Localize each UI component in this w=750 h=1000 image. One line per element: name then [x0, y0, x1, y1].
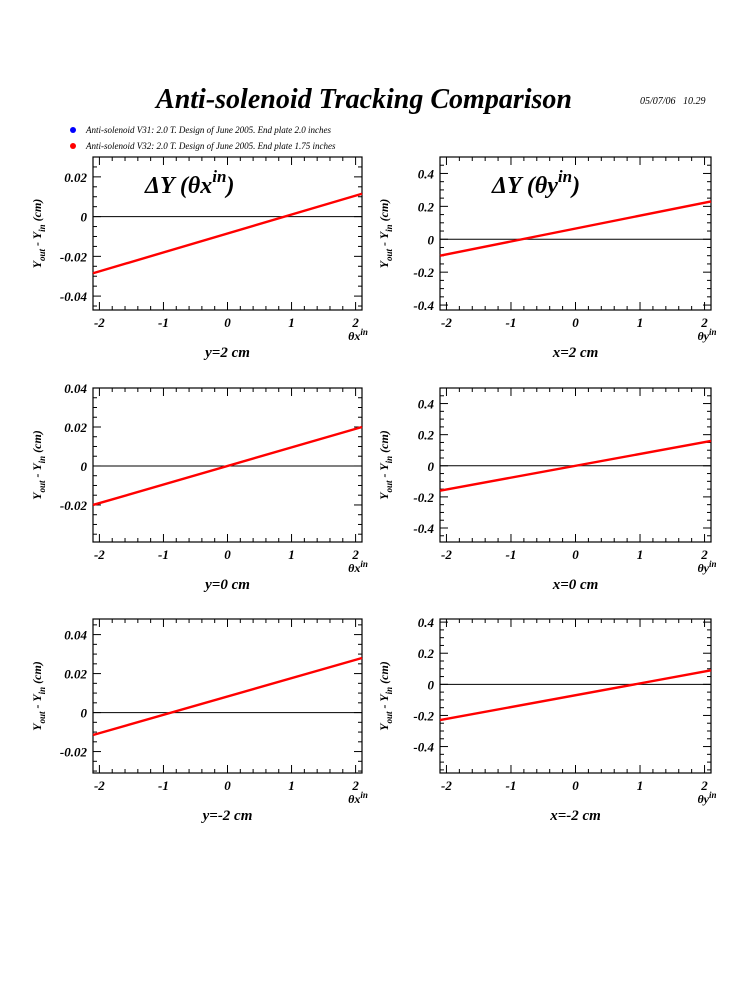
x-tick-label: -2: [94, 547, 105, 562]
y-tick-label: 0.4: [418, 397, 435, 412]
legend-label-v32: Anti-solenoid V32: 2.0 T. Design of June…: [86, 141, 336, 151]
y-axis-label: Yout - Yin (cm): [30, 430, 47, 500]
x-tick-label: -1: [506, 315, 517, 330]
panel-caption: x=0 cm: [552, 577, 599, 593]
y-tick-label: -0.4: [413, 521, 434, 536]
y-tick-label: 0: [81, 459, 88, 474]
x-tick-label: 0: [224, 315, 231, 330]
y-tick-label: 0.4: [418, 166, 435, 181]
panel-caption: y=2 cm: [203, 345, 250, 361]
x-tick-label: 2: [700, 547, 708, 562]
legend-marker-blue: [70, 127, 76, 133]
panel-title: ΔY (θyin): [491, 167, 580, 199]
x-tick-label: 0: [572, 315, 579, 330]
y-axis-label: Yout - Yin (cm): [377, 661, 394, 731]
chart-panel: -2 -1 0 1 2 0.02 0 -0.02 -0.04 θxin Yout - Yin (cm…: [30, 156, 368, 361]
y-axis-label: Yout - Yin (cm): [377, 430, 394, 500]
x-tick-label: 1: [288, 778, 295, 793]
x-tick-label: 0: [572, 547, 579, 562]
y-tick-label: 0.2: [418, 646, 435, 661]
y-axis-label: Yout - Yin (cm): [377, 199, 394, 269]
x-tick-label: 1: [288, 547, 295, 562]
timestamp: 05/07/06 10.29: [640, 96, 706, 107]
legend-item-v31: Anti-solenoid V31: 2.0 T. Design of June…: [70, 122, 336, 138]
y-tick-label: -0.4: [413, 740, 434, 755]
y-tick-label: 0.02: [64, 667, 87, 682]
series-line: [92, 192, 363, 275]
x-tick-label: 1: [637, 778, 644, 793]
y-tick-label: 0: [428, 232, 435, 247]
x-tick-label: -2: [441, 547, 452, 562]
x-tick-label: 2: [700, 315, 708, 330]
legend: Anti-solenoid V31: 2.0 T. Design of June…: [70, 122, 336, 154]
legend-label-v31: Anti-solenoid V31: 2.0 T. Design of June…: [86, 125, 332, 135]
x-tick-label: 2: [351, 778, 359, 793]
y-tick-label: -0.2: [413, 490, 434, 505]
series-line: [439, 439, 712, 492]
y-tick-label: 0: [428, 459, 435, 474]
chart-panel: -2 -1 0 1 2 0.4 0.2 0 -0.2 -0.4 θyin Yout - Yin (cm…: [377, 615, 717, 824]
series-line: [439, 669, 712, 722]
x-tick-label: 2: [351, 315, 359, 330]
y-tick-label: -0.2: [413, 265, 434, 280]
chart-panel: -2 -1 0 1 2 0.4 0.2 0 -0.2 -0.4 θyin Yout - Yin (cm…: [377, 156, 717, 361]
panel-caption: y=0 cm: [203, 577, 250, 593]
y-tick-label: 0: [428, 677, 435, 692]
panel-caption: x=2 cm: [552, 345, 599, 361]
y-tick-label: 0.04: [64, 628, 87, 643]
x-tick-label: 0: [224, 547, 231, 562]
y-tick-label: -0.4: [413, 298, 434, 313]
y-tick-label: 0.02: [64, 420, 87, 435]
page-title: Anti-solenoid Tracking Comparison: [156, 84, 572, 115]
x-axis-label: θxin: [348, 790, 368, 806]
series-line: [439, 200, 712, 257]
x-axis-label: θxin: [348, 327, 368, 343]
y-axis-label: Yout - Yin (cm): [30, 199, 47, 269]
series-line: [92, 656, 363, 737]
panel-caption: y=-2 cm: [201, 808, 253, 824]
y-tick-label: -0.2: [413, 708, 434, 723]
x-axis-label: θyin: [697, 790, 716, 806]
y-tick-label: 0.04: [64, 381, 87, 396]
x-tick-label: 2: [700, 778, 708, 793]
x-tick-label: -2: [94, 315, 105, 330]
y-tick-label: 0.02: [64, 170, 87, 185]
y-tick-label: 0.2: [418, 428, 435, 443]
legend-item-v32: Anti-solenoid V32: 2.0 T. Design of June…: [70, 138, 336, 154]
x-tick-label: -1: [506, 547, 517, 562]
x-tick-label: -1: [158, 547, 169, 562]
x-tick-label: -2: [441, 315, 452, 330]
x-axis-label: θxin: [348, 559, 368, 575]
series-line: [92, 425, 363, 507]
x-tick-label: -1: [158, 315, 169, 330]
x-tick-label: 1: [637, 315, 644, 330]
y-tick-label: 0.4: [418, 615, 435, 630]
x-tick-label: -2: [441, 778, 452, 793]
y-tick-label: 0: [81, 210, 88, 225]
chart-panel: -2 -1 0 1 2 0.04 0.02 0 -0.02 θxin Yout - Yin (cm)…: [30, 618, 368, 824]
x-tick-label: 1: [637, 547, 644, 562]
y-tick-label: -0.04: [60, 289, 88, 304]
x-tick-label: -1: [506, 778, 517, 793]
x-tick-label: 1: [288, 315, 295, 330]
y-axis-label: Yout - Yin (cm): [30, 661, 47, 731]
x-tick-label: -1: [158, 778, 169, 793]
y-tick-label: 0.2: [418, 199, 435, 214]
legend-marker-red: [70, 143, 76, 149]
chart-panel: -2 -1 0 1 2 0.4 0.2 0 -0.2 -0.4 θyin Yout - Yin (cm…: [377, 387, 717, 593]
x-tick-label: 2: [351, 547, 359, 562]
x-axis-label: θyin: [697, 327, 716, 343]
x-tick-label: 0: [572, 778, 579, 793]
panel-caption: x=-2 cm: [549, 808, 601, 824]
x-axis-label: θyin: [697, 559, 716, 575]
y-tick-label: -0.02: [60, 745, 88, 760]
x-tick-label: 0: [224, 778, 231, 793]
y-tick-label: -0.02: [60, 249, 88, 264]
y-tick-label: -0.02: [60, 498, 88, 513]
x-tick-label: -2: [94, 778, 105, 793]
panel-title: ΔY (θxin): [144, 167, 234, 199]
y-tick-label: 0: [81, 706, 88, 721]
chart-panel: -2 -1 0 1 2 0.04 0.02 0 -0.02 θxin Yout - Yin (cm)…: [30, 381, 368, 593]
